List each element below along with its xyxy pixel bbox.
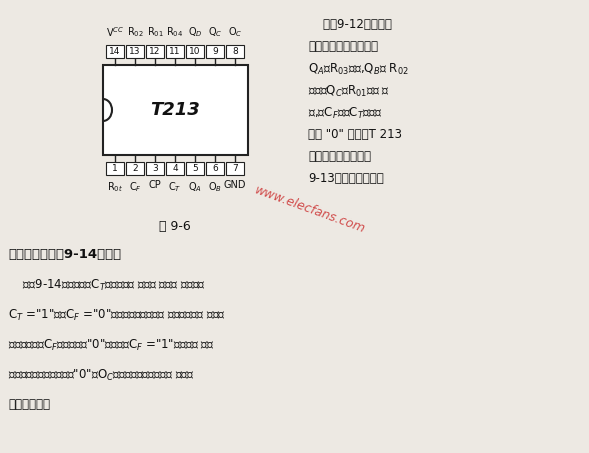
Bar: [186, 162, 204, 175]
Text: 进位信号用。: 进位信号用。: [8, 398, 50, 411]
Bar: [186, 45, 204, 58]
Text: T213: T213: [150, 101, 200, 119]
Bar: [146, 45, 164, 58]
Text: GND: GND: [224, 180, 246, 190]
Text: C$_{F}$: C$_{F}$: [128, 180, 141, 194]
Bar: [126, 45, 144, 58]
Text: CP: CP: [148, 180, 161, 190]
Text: Q$_A$与R$_{03}$相接,Q$_B$与 R$_{02}$: Q$_A$与R$_{03}$相接,Q$_B$与 R$_{02}$: [308, 62, 409, 77]
Text: 计数器的真值表如表: 计数器的真值表如表: [308, 150, 371, 163]
Text: 数控制功能如表9-14所示。: 数控制功能如表9-14所示。: [8, 248, 121, 261]
Text: 12: 12: [150, 47, 161, 56]
Text: 保持 "0" 电平。T 213: 保持 "0" 电平。T 213: [308, 128, 402, 141]
Bar: [126, 162, 144, 175]
Text: 相接，Q$_C$与R$_{01}$相接 即: 相接，Q$_C$与R$_{01}$相接 即: [308, 84, 390, 99]
Text: 10: 10: [189, 47, 201, 56]
Text: Q$_{A}$: Q$_{A}$: [188, 180, 202, 194]
Text: Q$_{C}$: Q$_{C}$: [208, 25, 222, 39]
Bar: [166, 162, 184, 175]
Text: 图 9-6: 图 9-6: [159, 220, 191, 233]
Bar: [206, 45, 224, 58]
Text: 13: 13: [129, 47, 141, 56]
Text: C$_{T}$: C$_{T}$: [168, 180, 182, 194]
Text: 14: 14: [110, 47, 121, 56]
Text: 9-13所示，复位、计: 9-13所示，复位、计: [308, 172, 384, 185]
Text: 端状态如何，输出即全为"0"。O$_C$端可作为选通端，它也 能作为: 端状态如何，输出即全为"0"。O$_C$端可作为选通端，它也 能作为: [8, 368, 195, 383]
Bar: [226, 162, 244, 175]
Bar: [146, 162, 164, 175]
Text: 8: 8: [232, 47, 238, 56]
Text: O$_{C}$: O$_{C}$: [228, 25, 242, 39]
Text: Q$_{D}$: Q$_{D}$: [188, 25, 203, 39]
Text: R$_{04}$: R$_{04}$: [167, 25, 184, 39]
Bar: [206, 162, 224, 175]
Text: 1: 1: [112, 164, 118, 173]
Bar: [166, 45, 184, 58]
Text: 行保持功能。C$_F$端系直接清"0"端，只要C$_F$ ="1"，不管其 余各: 行保持功能。C$_F$端系直接清"0"端，只要C$_F$ ="1"，不管其 余各: [8, 338, 214, 353]
Text: www.elecfans.com: www.elecfans.com: [253, 184, 367, 236]
Text: V$^{CC}$: V$^{CC}$: [106, 25, 124, 39]
Text: 5: 5: [192, 164, 198, 173]
Text: O$_{B}$: O$_{B}$: [208, 180, 222, 194]
Text: 从表9-14可以知道，C$_T$端使计数器 具有直 接保持 功能，当: 从表9-14可以知道，C$_T$端使计数器 具有直 接保持 功能，当: [8, 278, 206, 293]
Bar: [103, 65, 248, 155]
Text: C$_T$ ="1"时，C$_F$ ="0"，不论其余各端状态 如何，整个计 数器执: C$_T$ ="1"时，C$_F$ ="0"，不论其余各端状态 如何，整个计 数…: [8, 308, 226, 323]
Text: R$_{0t}$: R$_{0t}$: [107, 180, 123, 194]
Text: 7: 7: [232, 164, 238, 173]
Bar: [226, 45, 244, 58]
Text: 6: 6: [212, 164, 218, 173]
Text: 9: 9: [212, 47, 218, 56]
Bar: [106, 45, 124, 58]
Bar: [106, 162, 124, 175]
Text: 3: 3: [152, 164, 158, 173]
Text: 11: 11: [169, 47, 181, 56]
Text: R$_{02}$: R$_{02}$: [127, 25, 143, 39]
Text: 4: 4: [172, 164, 178, 173]
Text: 要进行七进制计数，则: 要进行七进制计数，则: [308, 40, 378, 53]
Text: 从表9-12可知，若: 从表9-12可知，若: [308, 18, 392, 31]
Text: 2: 2: [132, 164, 138, 173]
Text: R$_{01}$: R$_{01}$: [147, 25, 163, 39]
Text: 可,但C$_F$端及C$_T$端均应: 可,但C$_F$端及C$_T$端均应: [308, 106, 382, 121]
